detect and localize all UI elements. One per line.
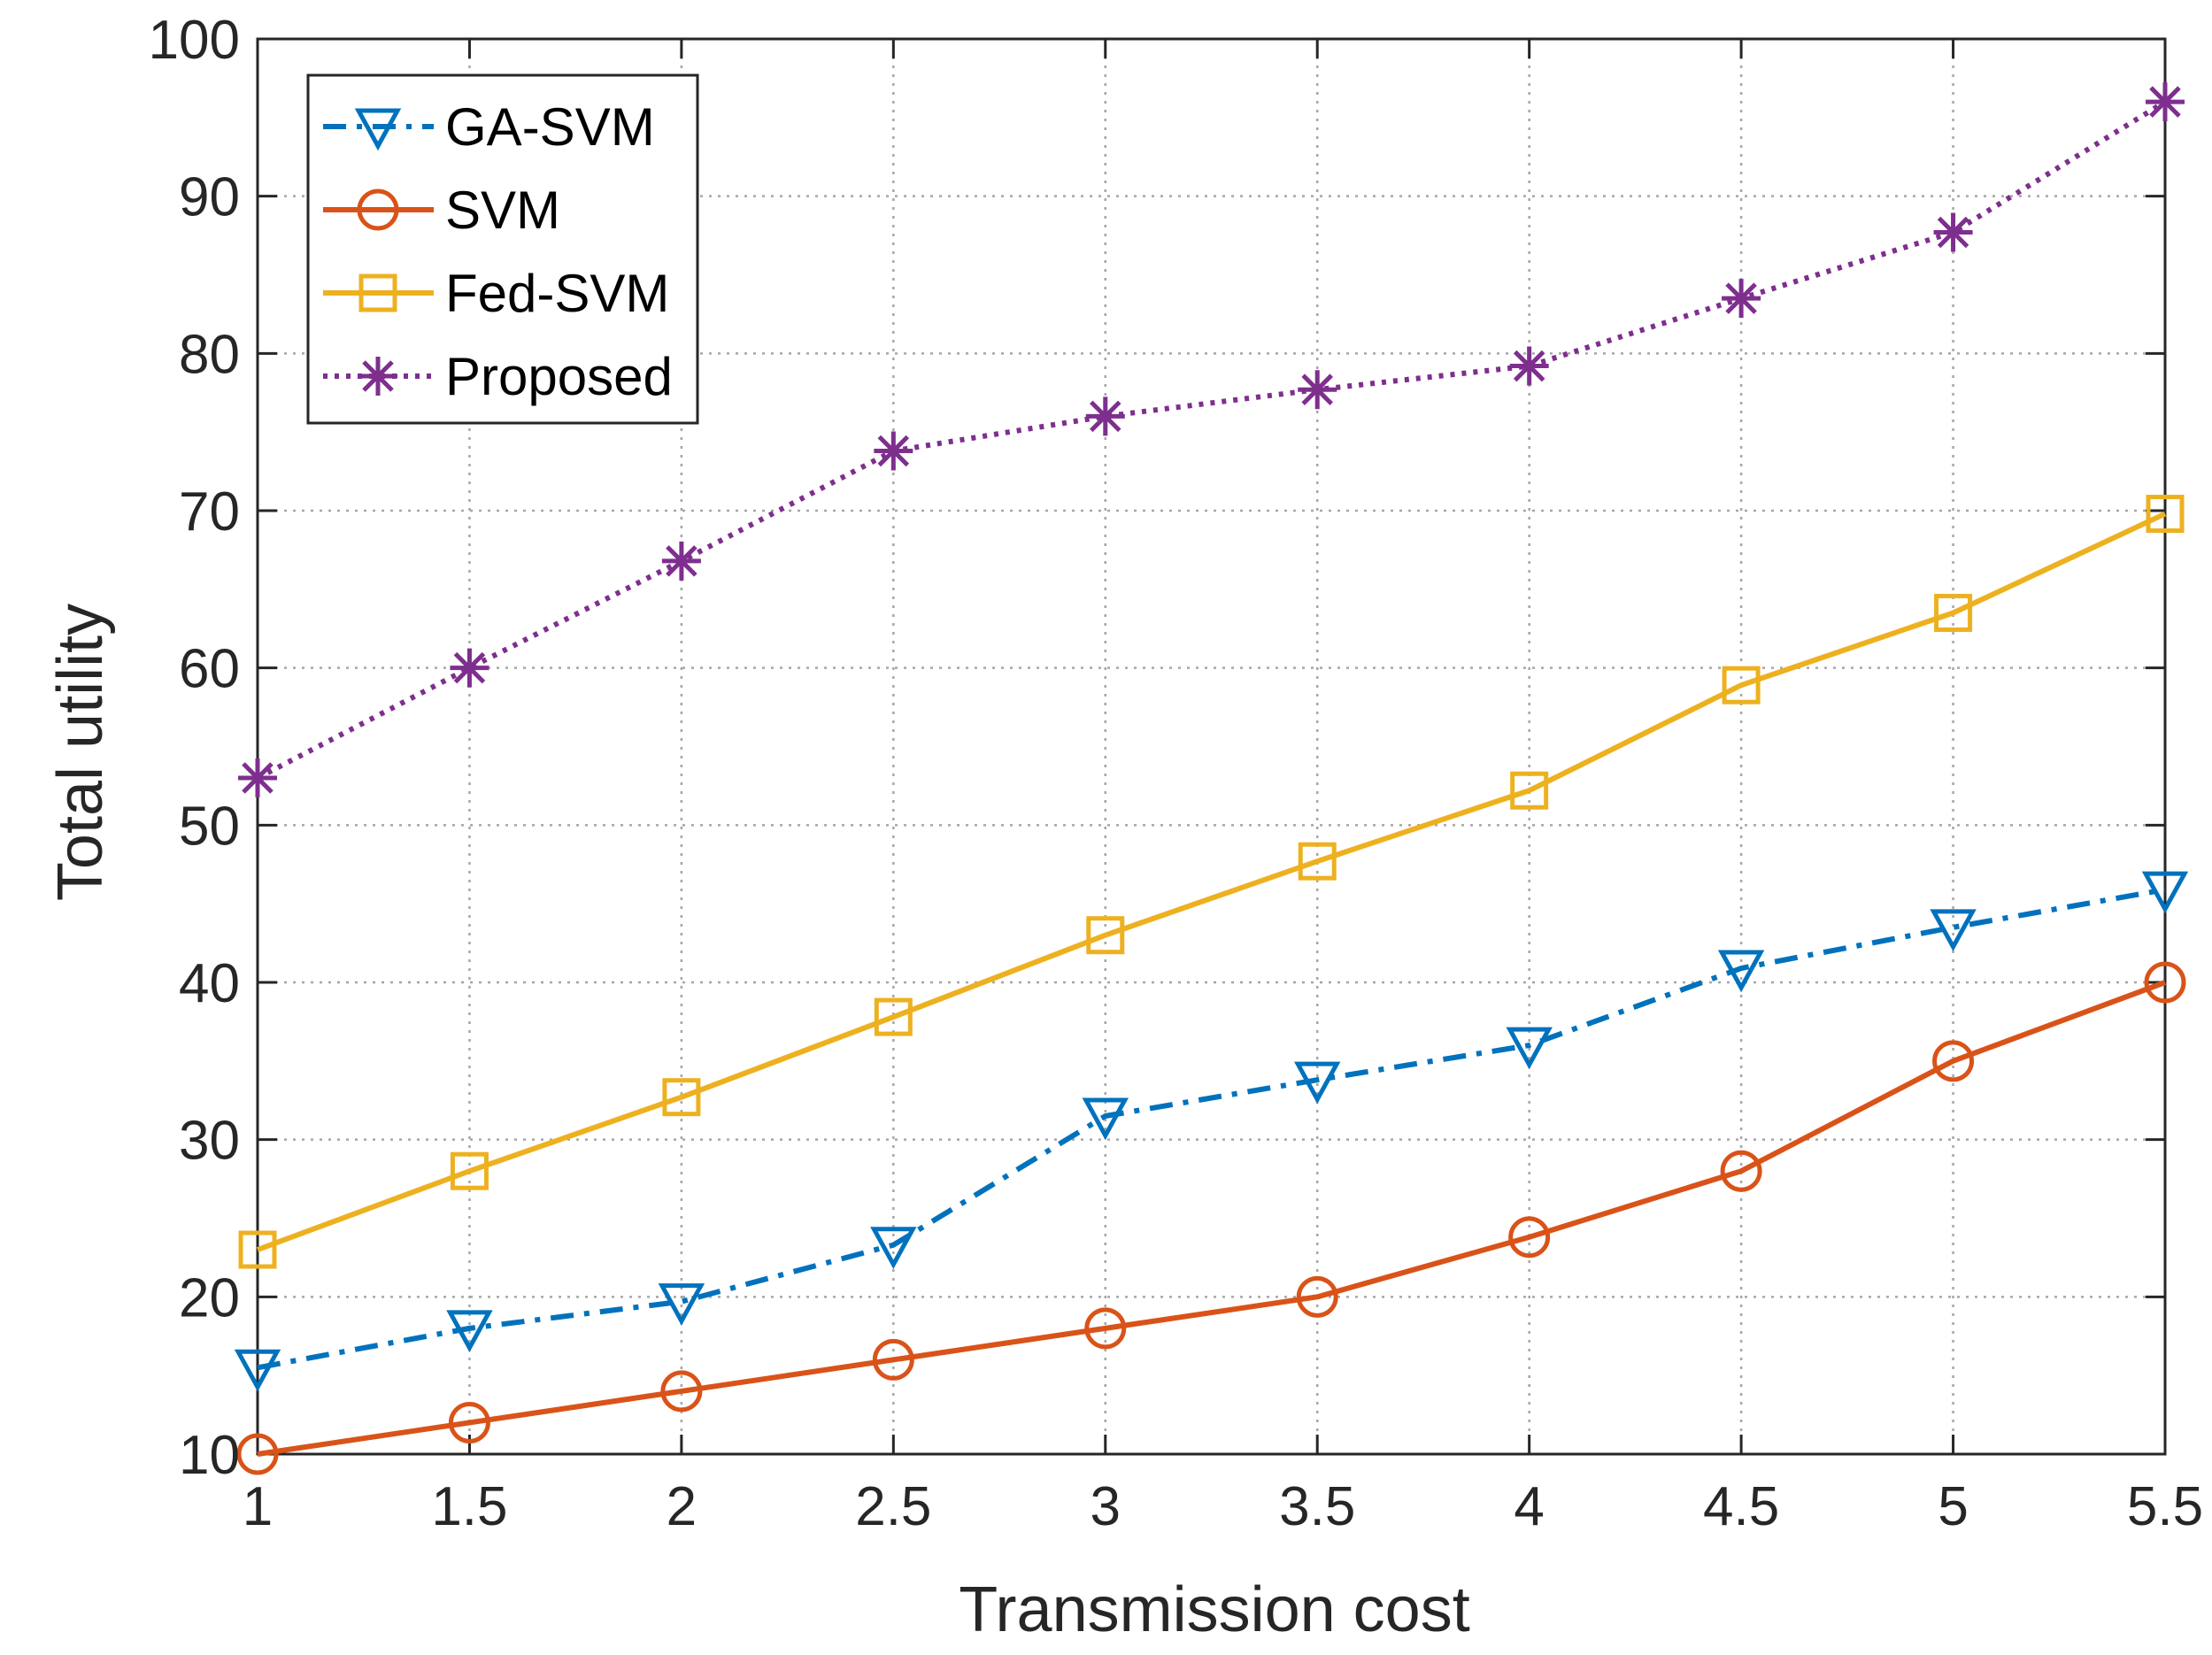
x-axis-tick-labels: 1 1.5 2 2.5 3 3.5 4 4.5 5 5.5	[243, 1476, 2203, 1537]
data-point	[662, 1078, 701, 1117]
data-point	[450, 1151, 489, 1190]
data-point	[1934, 593, 1973, 632]
data-point	[1717, 950, 1765, 993]
x-tick-label: 5	[1938, 1476, 1968, 1537]
data-point	[1722, 666, 1761, 704]
y-tick-label: 30	[179, 1111, 240, 1172]
data-point	[234, 1349, 281, 1392]
y-tick-label: 50	[179, 796, 240, 857]
series-svm	[236, 961, 2186, 1475]
data-point	[1510, 771, 1549, 810]
y-axis-tick-labels: 10 20 30 40 50 60 70 80 90 100	[149, 10, 240, 1486]
legend-marker	[358, 273, 397, 312]
data-point	[2146, 82, 2185, 122]
y-axis-title: Total utility	[45, 604, 116, 901]
data-point	[1720, 1150, 1762, 1192]
x-axis-title: Transmission cost	[959, 1574, 1469, 1645]
series-line	[257, 980, 2167, 1457]
legend-item: Proposed	[323, 347, 673, 406]
axis-ticks	[256, 37, 2167, 1456]
x-tick-label: 2.5	[855, 1476, 931, 1537]
legend-marker	[358, 357, 397, 396]
legend-item: SVM	[323, 181, 560, 240]
plot-frame	[256, 37, 2167, 1456]
x-tick-label: 4	[1514, 1476, 1544, 1537]
data-point	[1296, 1275, 1338, 1318]
data-point	[1293, 1061, 1341, 1105]
x-tick-label: 1.5	[431, 1476, 507, 1537]
x-tick-label: 2	[667, 1476, 697, 1537]
data-point	[874, 997, 913, 1036]
y-tick-label: 10	[179, 1425, 240, 1486]
data-point	[1508, 1216, 1551, 1259]
x-tick-label: 4.5	[1703, 1476, 1779, 1537]
y-tick-label: 60	[179, 639, 240, 700]
series-proposed	[238, 82, 2185, 798]
data-point	[874, 431, 913, 471]
series-line	[257, 887, 2166, 1371]
data-point	[238, 758, 277, 798]
series-layer	[234, 82, 2189, 1475]
data-point	[448, 1401, 490, 1443]
data-point	[1930, 909, 1977, 952]
legend-label: Fed-SVM	[445, 264, 669, 323]
y-tick-label: 80	[179, 324, 240, 385]
data-point	[1086, 916, 1125, 955]
data-point	[2144, 961, 2186, 1004]
data-point	[1933, 212, 1973, 252]
legend-label: Proposed	[445, 347, 673, 406]
legend-item: Fed-SVM	[323, 264, 669, 323]
y-tick-label: 90	[179, 167, 240, 228]
legend-item: GA-SVM	[323, 97, 655, 157]
series-ga-svm	[234, 871, 2189, 1392]
data-point	[1298, 370, 1337, 410]
data-point	[1082, 1097, 1129, 1141]
data-point	[2146, 495, 2185, 534]
legend-label: GA-SVM	[445, 97, 655, 157]
y-tick-label: 40	[179, 953, 240, 1014]
legend-label: SVM	[445, 181, 560, 240]
data-point	[1722, 279, 1761, 319]
data-point	[2141, 871, 2189, 914]
data-point	[870, 1227, 917, 1269]
data-point	[446, 1310, 493, 1353]
data-point	[1509, 346, 1549, 386]
series-line	[256, 511, 2167, 1252]
data-point	[658, 1283, 705, 1326]
data-point	[660, 1370, 703, 1413]
legend: GA-SVM SVM Fed-SVM Proposed	[306, 73, 699, 425]
data-point	[1298, 842, 1337, 881]
data-point	[450, 648, 489, 688]
y-tick-label: 100	[149, 10, 240, 71]
y-tick-label: 70	[179, 481, 240, 543]
data-point	[238, 1230, 277, 1269]
y-tick-label: 20	[179, 1267, 240, 1328]
data-point	[236, 1433, 279, 1475]
x-tick-label: 3.5	[1279, 1476, 1355, 1537]
series-line	[256, 99, 2167, 781]
legend-marker	[357, 189, 399, 231]
data-point	[1506, 1027, 1553, 1070]
x-tick-label: 3	[1091, 1476, 1121, 1537]
data-point	[1084, 1307, 1127, 1350]
legend-marker	[354, 108, 402, 151]
data-point	[661, 541, 701, 581]
series-fed-svm	[238, 495, 2185, 1269]
data-point	[1932, 1040, 1975, 1082]
data-point	[1085, 396, 1125, 436]
x-tick-label: 5.5	[2127, 1476, 2203, 1537]
data-point	[872, 1338, 914, 1381]
x-tick-label: 1	[243, 1476, 273, 1537]
